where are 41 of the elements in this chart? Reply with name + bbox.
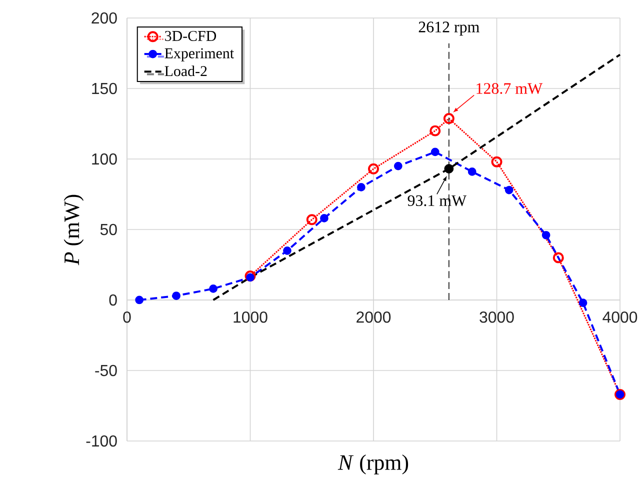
point [552,252,564,264]
y-tick-label: 100 [92,153,117,165]
x-tick-label: 4000 [602,311,638,323]
point [306,214,318,226]
annotation: 93.1 mW [408,195,467,206]
x-axis-title: N (rpm) [338,454,408,474]
legend-label: Load-2 [164,66,207,76]
point [320,214,328,222]
point [394,162,402,170]
point [542,230,550,240]
point [135,296,144,304]
point [443,113,454,124]
point [430,125,441,136]
x-tick-label: 1000 [234,311,268,323]
point [430,148,440,156]
x-tick-label: 2000 [356,311,391,323]
x-tick-label: 3000 [480,311,514,323]
annotation: 128.7 mW [476,83,543,94]
point [368,163,379,174]
legend-label: 3D-CFD [165,30,216,41]
x-tick-label: 0 [123,311,131,323]
y-tick-label: 50 [100,224,117,236]
y-tick-label: 150 [92,82,117,94]
y-tick-label: 200 [92,12,117,24]
legend-label: Experiment [164,48,234,62]
y-tick-label: -50 [95,364,117,376]
point [444,164,454,174]
ref-line-label: 2612 rpm [418,22,480,36]
point [172,292,180,300]
point [244,270,256,282]
point [468,168,476,176]
y-tick-label: -100 [86,435,117,447]
point [356,183,366,192]
point [491,156,502,168]
point [578,298,588,308]
point [504,186,514,194]
point [209,284,218,293]
y-tick-label: 0 [109,294,117,306]
y-axis-title: P (mW) [64,194,84,266]
point [283,246,292,255]
point [246,273,254,282]
